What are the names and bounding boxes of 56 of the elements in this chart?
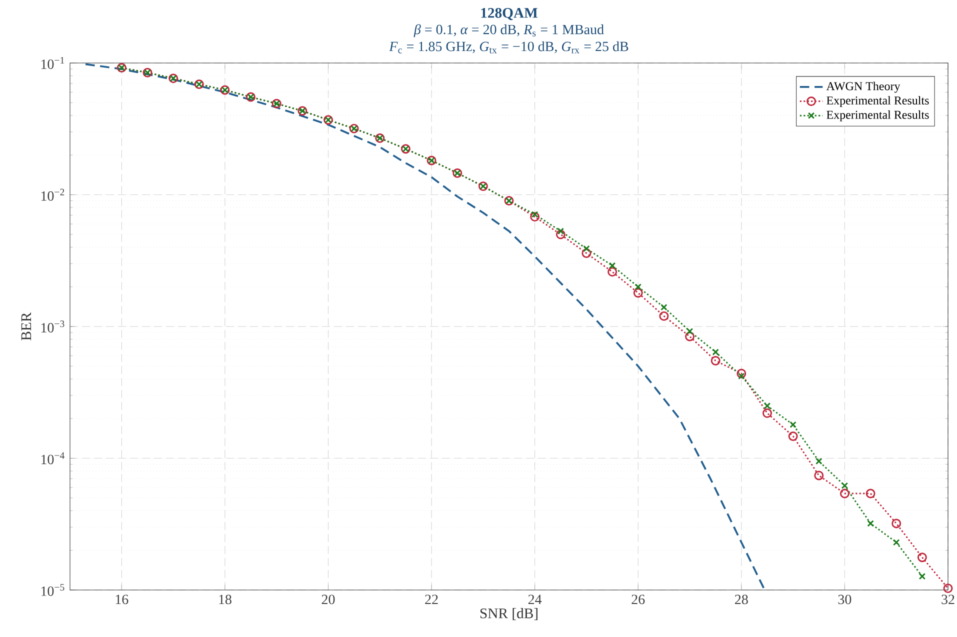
point (608, 267, 618, 277)
x-tick-label: 30 (838, 594, 852, 604)
y-tick-label: 10$^{−2}$ (41, 188, 64, 201)
y-tick-label: 10$^{−4}$ (41, 452, 64, 464)
text: F$_{c}$ = 1.85 GHz, G$_{tx}$ = −10 dB, G$_{rx}$ = 25 dB (389, 41, 628, 54)
y-axis-title: BER (21, 312, 32, 340)
x-tick-label: 20 (322, 594, 335, 604)
point (866, 488, 876, 498)
legend-label: Experimental Results (826, 96, 929, 107)
point (788, 431, 798, 441)
y-tick-label: 10$^{−5}$ (41, 584, 64, 596)
x-tick-label: 24 (528, 594, 542, 604)
point (634, 283, 642, 290)
y-tick-label: 10$^{−1}$ (41, 57, 64, 69)
x-tick-label: 18 (219, 594, 232, 604)
point (918, 572, 926, 580)
x-tick-label: 22 (425, 594, 438, 604)
point (686, 328, 694, 335)
point (531, 210, 538, 218)
x-tick-label: 32 (942, 594, 954, 604)
point (892, 518, 902, 528)
chart-subtitle: β = 0.1, α = 20 dB, R$_{s}$ = 1 MBaud (414, 24, 604, 38)
point (943, 584, 953, 594)
point (530, 212, 540, 222)
point (659, 311, 669, 321)
legend-label: AWGN Theory (826, 82, 900, 93)
point (814, 470, 824, 480)
point (557, 228, 564, 234)
legend-label: Experimental Results (826, 110, 929, 122)
chart-title: 128QAM (481, 8, 538, 20)
point (840, 488, 850, 498)
point (867, 520, 874, 527)
point (582, 248, 592, 258)
point (712, 348, 719, 356)
point (660, 304, 668, 311)
point (790, 421, 796, 428)
point (917, 552, 927, 562)
x-axis-title: SNR [dB] (480, 608, 538, 620)
point (816, 458, 822, 465)
y-tick-label: 10$^{−3}$ (41, 320, 64, 332)
point (764, 402, 771, 410)
x-tick-label: 26 (632, 594, 645, 604)
point (738, 372, 745, 380)
point (556, 230, 566, 240)
point (710, 356, 720, 366)
point (608, 262, 616, 269)
point (841, 482, 848, 489)
point (583, 245, 590, 252)
x-tick-label: 28 (735, 594, 748, 604)
point (892, 538, 900, 546)
point (736, 368, 746, 378)
x-tick-label: 16 (116, 594, 128, 604)
point (685, 332, 694, 342)
point (762, 408, 772, 418)
point (633, 288, 643, 298)
line-series (84, 63, 766, 590)
